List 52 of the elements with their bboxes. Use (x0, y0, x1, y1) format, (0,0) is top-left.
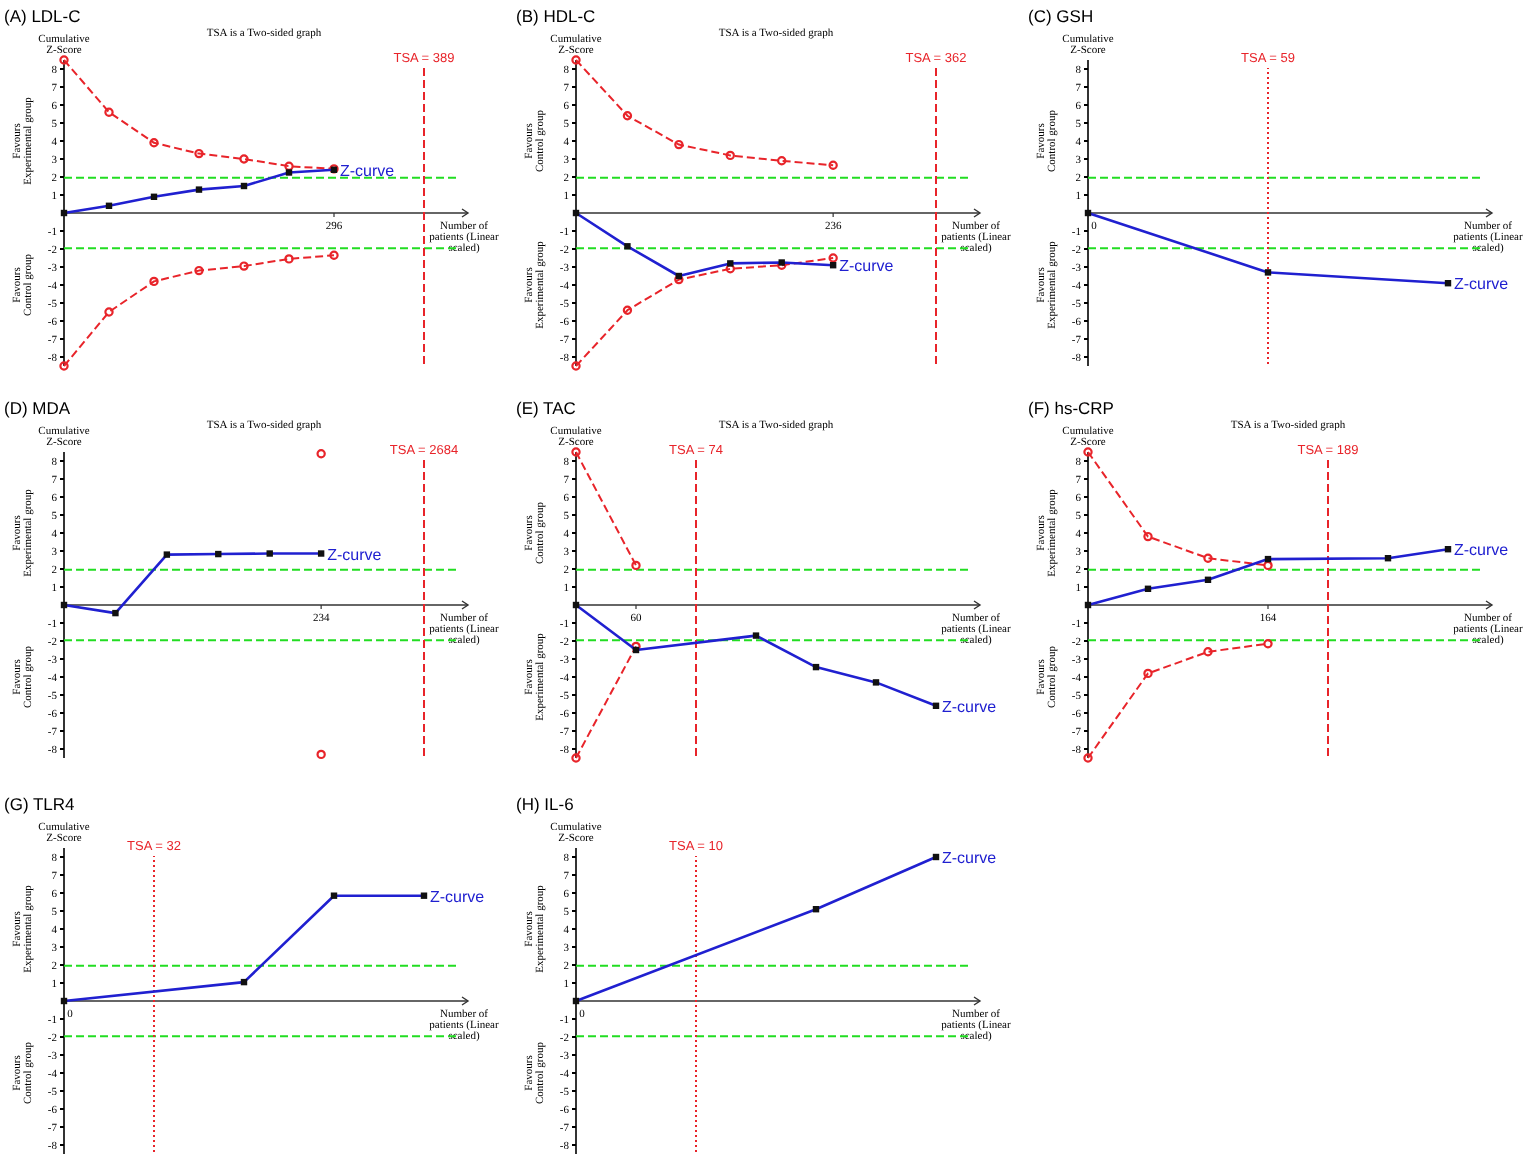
point (631, 560, 641, 571)
point (1203, 553, 1213, 563)
point (1263, 639, 1273, 649)
point (571, 753, 581, 763)
point (1143, 531, 1153, 542)
point (59, 55, 69, 65)
point (194, 148, 204, 159)
point (1083, 447, 1093, 457)
point (622, 305, 633, 315)
point (777, 156, 787, 166)
point (622, 111, 633, 121)
point (329, 250, 339, 260)
series-label: Z-curve (942, 697, 998, 716)
series-label: Z-curve (430, 887, 486, 906)
point (149, 138, 159, 148)
series-label: Z-curve (327, 545, 383, 564)
point (104, 307, 114, 317)
point (284, 254, 294, 264)
chart-title: (B) HDL-C (516, 6, 596, 26)
point (725, 264, 735, 274)
point (1083, 753, 1093, 763)
point (149, 276, 159, 287)
point (571, 361, 581, 371)
point (239, 154, 249, 164)
chart-title: (A) LDL-C (4, 6, 81, 26)
chart-title: (D) MDA (4, 398, 71, 418)
chart-title: (C) GSH (1028, 6, 1094, 26)
point (828, 253, 838, 263)
point (674, 139, 684, 150)
series-label: Z-curve (340, 161, 396, 180)
chart-title: (H) IL-6 (516, 794, 575, 814)
chart-title: (E) TAC (516, 398, 576, 418)
point (284, 161, 294, 171)
series-label: Z-curve (1454, 275, 1510, 294)
point (571, 55, 581, 65)
series-label: Z-curve (839, 257, 895, 276)
series-label: Z-curve (1454, 541, 1510, 560)
series-label: Z-curve (942, 849, 998, 867)
point (571, 447, 581, 457)
line-series (59, 250, 339, 371)
point (725, 150, 735, 161)
point (1203, 647, 1213, 657)
point (104, 107, 114, 117)
line-series (571, 55, 838, 170)
point (828, 160, 838, 170)
chart-title: (G) TLR4 (4, 794, 76, 814)
chart-title: (F) hs-CRP (1028, 398, 1115, 418)
point (1143, 668, 1153, 679)
line-series (571, 253, 838, 371)
point (59, 361, 69, 371)
point (194, 265, 204, 276)
point (239, 261, 249, 271)
